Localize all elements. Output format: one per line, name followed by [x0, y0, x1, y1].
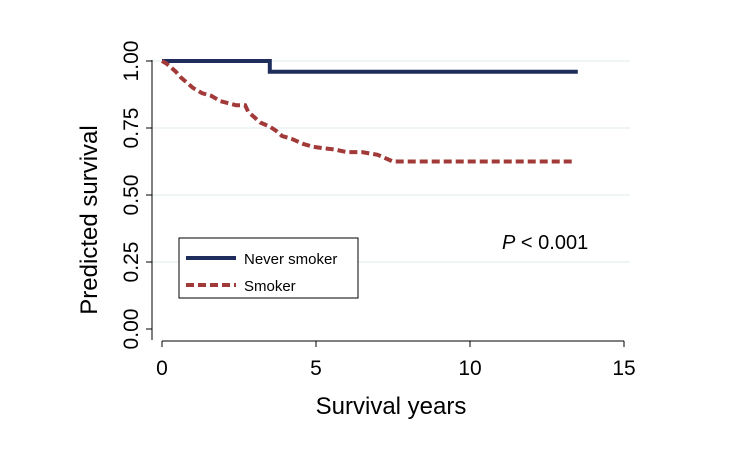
axes — [151, 60, 624, 342]
x-tick-label-2: 10 — [458, 357, 481, 380]
x-tick-label-0: 0 — [156, 357, 168, 380]
y-tick-label-4: 1.00 — [120, 41, 143, 82]
x-ticks: 0 5 10 15 — [156, 341, 636, 380]
legend: Never smoker Smoker — [178, 237, 359, 299]
x-tick-label-3: 15 — [612, 357, 635, 380]
legend-label-smoker: Smoker — [244, 278, 296, 295]
series-group — [160, 59, 578, 164]
x-axis-title: Survival years — [316, 393, 467, 420]
series-line-never-smoker — [162, 59, 578, 74]
y-tick-label-3: 0.75 — [120, 108, 143, 149]
legend-label-never-smoker: Never smoker — [244, 251, 337, 268]
y-tick-label-2: 0.50 — [120, 175, 143, 216]
y-tick-label-0: 0.00 — [120, 309, 143, 350]
y-axis-title: Predicted survival — [76, 125, 103, 314]
y-tick-label-1: 0.25 — [120, 242, 143, 283]
x-tick-label-1: 5 — [310, 357, 322, 380]
p-value-annotation: P < 0.001 — [502, 232, 588, 254]
legend-box — [178, 237, 359, 299]
series-line-smoker — [160, 59, 575, 164]
y-ticks: 0.00 0.25 0.50 0.75 1.00 — [120, 41, 152, 350]
